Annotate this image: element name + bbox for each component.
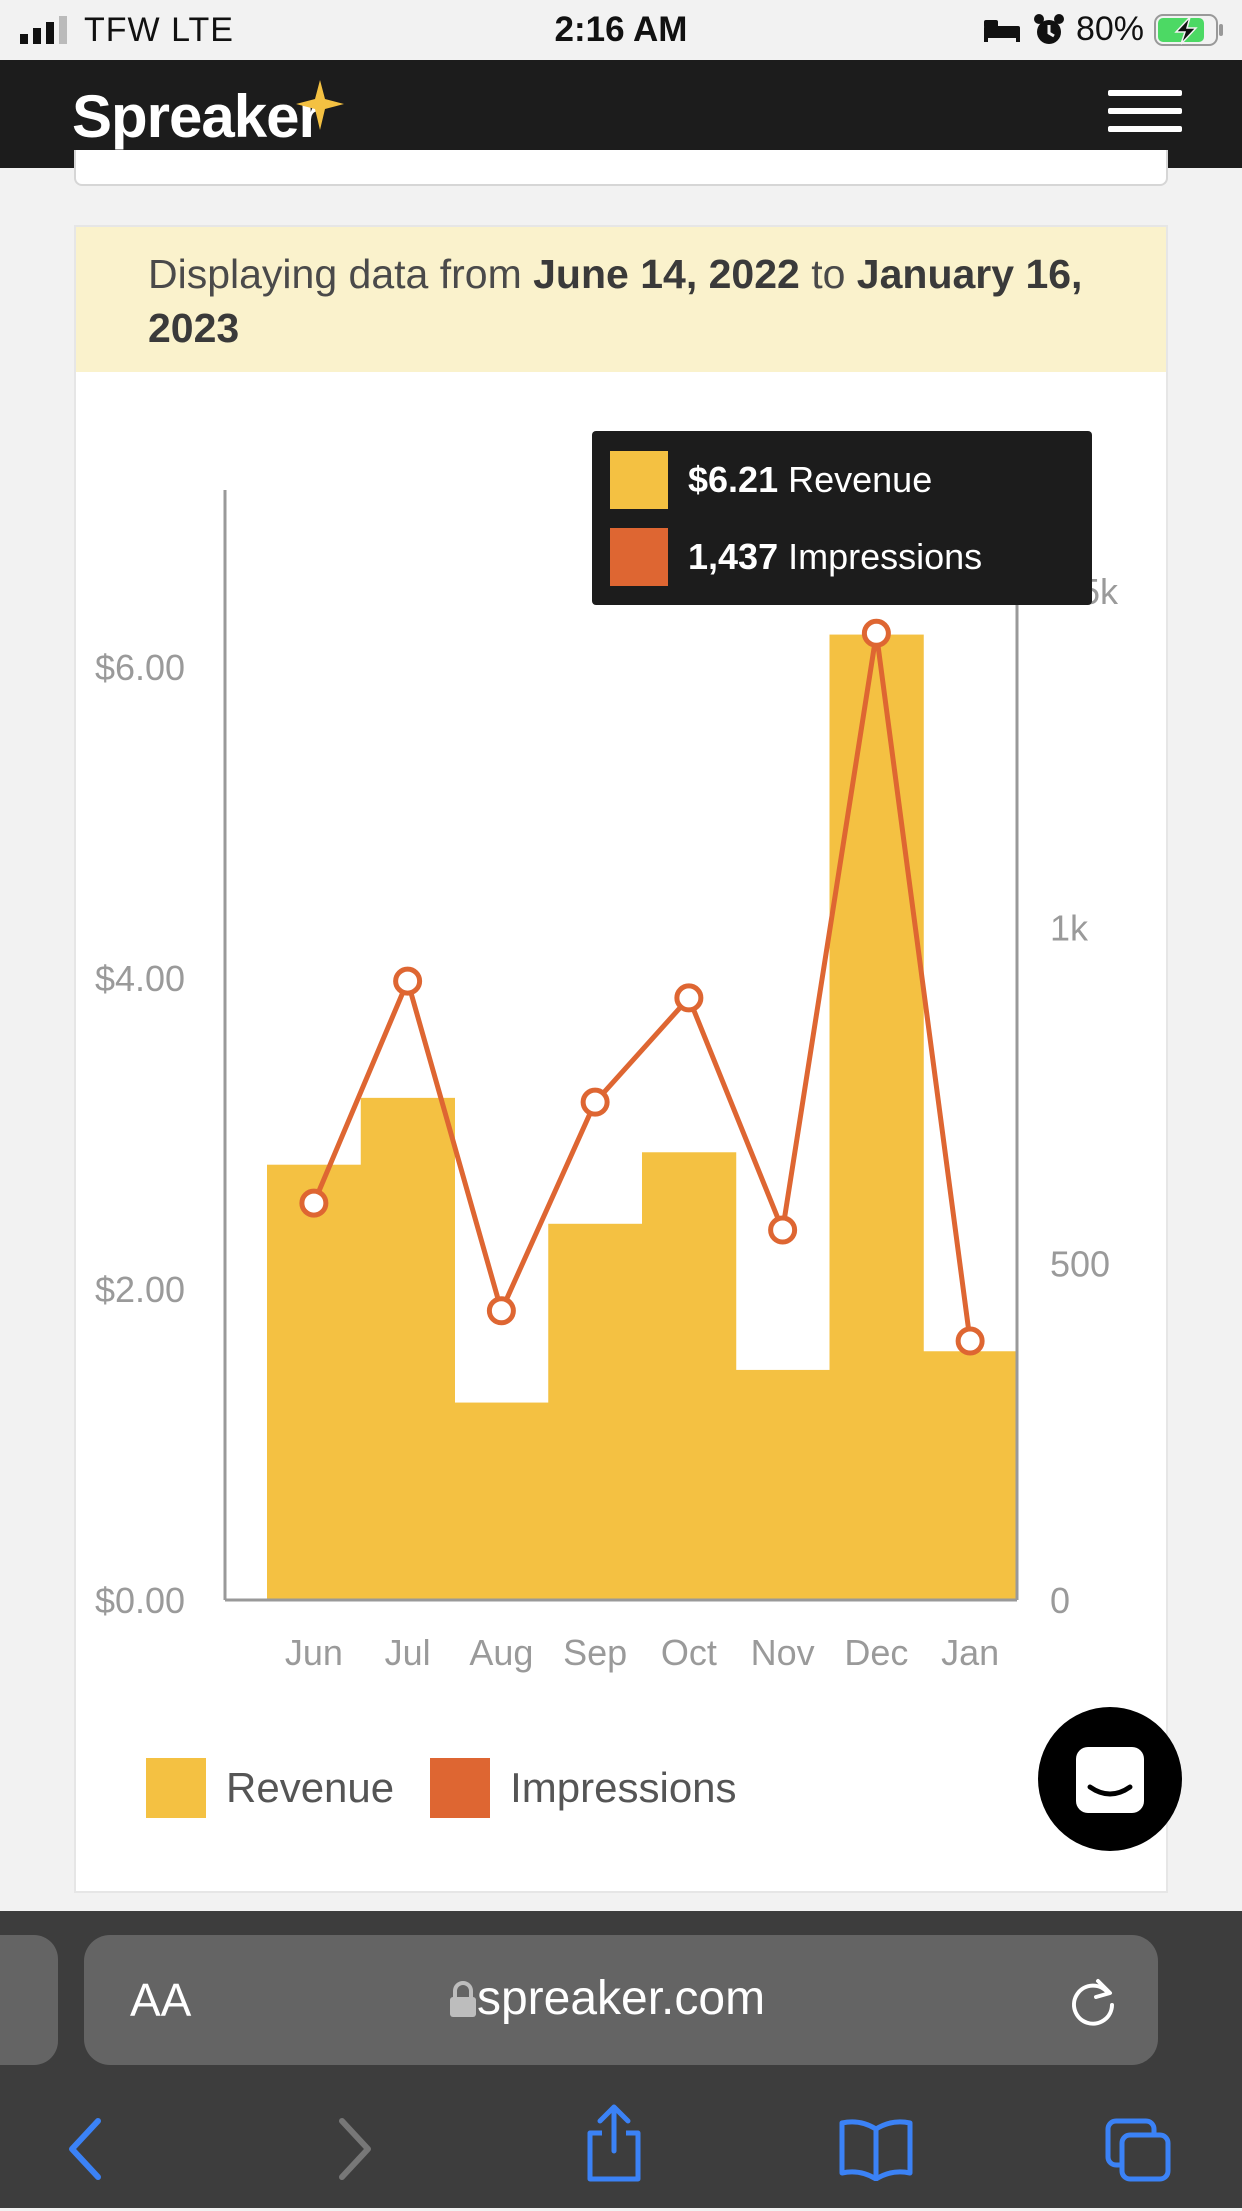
date-range-text: Displaying data from June 14, 2022 to Ja… — [148, 251, 1083, 351]
x-tick-label: Nov — [751, 1632, 815, 1673]
x-tick-label: Dec — [844, 1632, 908, 1673]
lock-icon — [450, 1981, 476, 2017]
chat-icon — [1076, 1747, 1144, 1813]
chat-support-button[interactable] — [1038, 1707, 1182, 1851]
previous-tab-peek[interactable] — [0, 1935, 58, 2065]
legend-impressions-label[interactable]: Impressions — [510, 1764, 737, 1811]
x-tick-label: Jul — [385, 1632, 431, 1673]
impressions-point[interactable] — [580, 1087, 610, 1117]
back-icon[interactable] — [64, 2117, 104, 2181]
impressions-point[interactable] — [768, 1215, 798, 1245]
status-time: 2:16 AM — [554, 10, 688, 49]
impressions-point[interactable] — [299, 1188, 329, 1218]
tooltip-impressions-swatch — [610, 528, 668, 586]
y-right-tick-label: 1k — [1050, 907, 1089, 948]
x-tick-label: Sep — [563, 1632, 627, 1673]
bookmarks-icon[interactable] — [838, 2117, 914, 2181]
y-left-tick-label: $6.00 — [95, 647, 185, 688]
impressions-point[interactable] — [486, 1296, 516, 1326]
impressions-point[interactable] — [955, 1326, 985, 1356]
impressions-point[interactable] — [393, 966, 423, 996]
x-tick-label: Aug — [469, 1632, 533, 1673]
legend-impressions-swatch — [430, 1758, 491, 1818]
revenue-bar[interactable] — [923, 1351, 1018, 1600]
impressions-point[interactable] — [861, 618, 891, 648]
revenue-bar[interactable] — [548, 1223, 643, 1600]
logo-star-icon — [296, 80, 344, 130]
text-size-button[interactable]: AA — [130, 1974, 192, 2026]
reload-icon[interactable] — [1068, 1975, 1118, 2027]
tooltip-revenue-label: Revenue — [788, 459, 933, 500]
revenue-bar[interactable] — [267, 1164, 362, 1600]
carrier-label: TFW LTE — [84, 11, 234, 49]
forward-icon[interactable] — [336, 2117, 376, 2181]
browser-toolbar — [0, 2091, 1242, 2211]
url-text[interactable]: spreaker.com — [476, 1972, 766, 2025]
revenue-bar[interactable] — [735, 1369, 830, 1600]
y-left-tick-label: $2.00 — [95, 1269, 185, 1310]
legend-revenue-swatch — [146, 1758, 206, 1818]
tabs-icon[interactable] — [1104, 2117, 1174, 2183]
legend-revenue-label[interactable]: Revenue — [226, 1764, 395, 1811]
y-left-tick-label: $4.00 — [95, 958, 185, 999]
battery-percent: 80% — [1075, 10, 1144, 48]
status-indicators: 80% — [982, 10, 1224, 49]
revenue-bar[interactable] — [642, 1152, 737, 1600]
tooltip-revenue-value: $6.21 — [688, 459, 779, 500]
date-range-start: June 14, 2022 — [533, 251, 800, 297]
tooltip-impressions-row: 1,437 Impressions — [610, 527, 982, 587]
status-bar: TFW LTE 2:16 AM 80% — [0, 0, 1242, 60]
revenue-bar[interactable] — [829, 634, 924, 1600]
battery-charging-icon — [1154, 13, 1223, 46]
tooltip-impressions-label: Impressions — [788, 536, 983, 577]
tooltip-revenue-row: $6.21 Revenue — [610, 450, 932, 510]
tooltip-impressions-value: 1,437 — [688, 536, 779, 577]
date-range-banner: Displaying data from June 14, 2022 to Ja… — [76, 227, 1166, 372]
chart-tooltip: $6.21 Revenue 1,437 Impressions — [592, 431, 1092, 605]
previous-card-edge — [74, 150, 1168, 186]
impressions-point[interactable] — [674, 983, 704, 1013]
revenue-bar[interactable] — [454, 1402, 549, 1600]
alarm-icon — [1033, 13, 1064, 44]
share-icon[interactable] — [584, 2103, 644, 2183]
chart-legend: Revenue Impressions — [146, 1758, 773, 1818]
x-tick-label: Jan — [941, 1632, 999, 1673]
address-bar[interactable]: AA spreaker.com — [84, 1935, 1158, 2065]
signal-strength-icon — [20, 16, 67, 44]
revenue-bar[interactable] — [360, 1097, 455, 1600]
browser-chrome: AA spreaker.com — [0, 1911, 1242, 2208]
impressions-line — [311, 630, 973, 1342]
revenue-impressions-chart[interactable]: $0.00$2.00$4.00$6.0005001k1.5kJunJulAugS… — [0, 0, 1242, 1700]
x-tick-label: Jun — [285, 1632, 343, 1673]
hamburger-menu-icon[interactable] — [1108, 90, 1182, 138]
x-tick-label: Oct — [661, 1632, 717, 1673]
y-right-tick-label: 0 — [1050, 1580, 1070, 1621]
tooltip-revenue-swatch — [610, 451, 668, 509]
y-left-tick-label: $0.00 — [95, 1580, 185, 1621]
spreaker-logo[interactable]: Spreaker — [72, 83, 322, 150]
sleep-bed-icon — [983, 19, 1020, 42]
date-range-end: January 16, 2023 — [148, 251, 1083, 351]
y-right-tick-label: 500 — [1050, 1244, 1110, 1285]
